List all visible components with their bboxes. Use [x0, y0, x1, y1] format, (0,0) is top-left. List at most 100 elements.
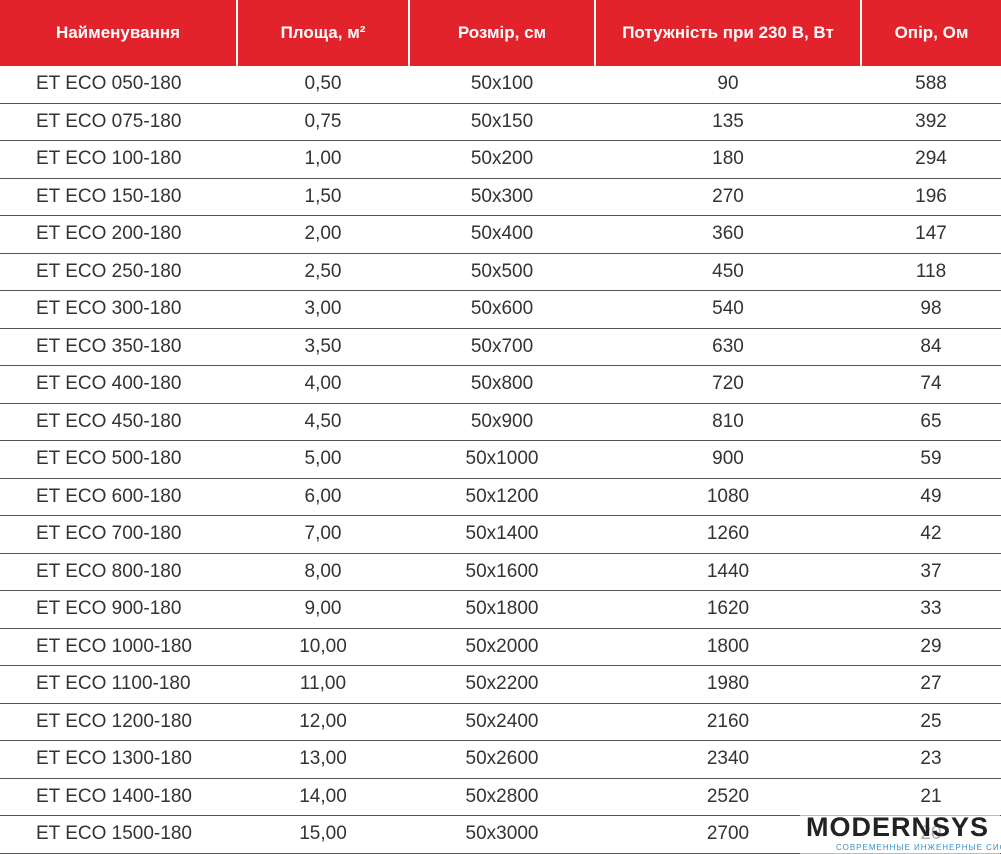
- table-cell: 1620: [595, 590, 861, 629]
- table-cell: 7,00: [237, 515, 409, 554]
- table-cell: 2160: [595, 703, 861, 741]
- table-cell: 50x700: [409, 328, 595, 366]
- table-cell: 50x300: [409, 178, 595, 216]
- table-cell: 50x600: [409, 290, 595, 329]
- table-cell: 588: [861, 66, 1001, 104]
- table-cell: 720: [595, 365, 861, 404]
- table-cell: ET ECO 300-180: [0, 290, 237, 329]
- table-cell: 196: [861, 178, 1001, 216]
- table-cell: 180: [595, 140, 861, 179]
- table-cell: ET ECO 1300-180: [0, 740, 237, 779]
- table-cell: 21: [861, 778, 1001, 816]
- table-cell: 50x1200: [409, 478, 595, 516]
- table-row: ET ECO 1100-180 11,00 50x2200 1980 27: [0, 665, 1001, 704]
- table-cell: 540: [595, 290, 861, 329]
- header-cell: Потужність при 230 В, Вт: [594, 0, 861, 66]
- table-cell: ET ECO 1500-180: [0, 815, 237, 854]
- watermark-brand: MODERNSYS: [806, 812, 990, 842]
- table-cell: 147: [861, 215, 1001, 254]
- table-row: ET ECO 1400-180 14,00 50x2800 2520 21: [0, 778, 1001, 816]
- table-row: ET ECO 300-180 3,00 50x600 540 98: [0, 290, 1001, 329]
- table-row: ET ECO 1300-180 13,00 50x2600 2340 23: [0, 740, 1001, 779]
- table-cell: 270: [595, 178, 861, 216]
- table-cell: ET ECO 450-180: [0, 403, 237, 441]
- table-cell: ET ECO 1200-180: [0, 703, 237, 741]
- header-cell: Найменування: [0, 0, 237, 66]
- header-cell: Розмір, см: [408, 0, 595, 66]
- table-cell: ET ECO 250-180: [0, 253, 237, 291]
- table-cell: 1980: [595, 665, 861, 704]
- table-cell: 98: [861, 290, 1001, 329]
- table-cell: 1,00: [237, 140, 409, 179]
- table-cell: 810: [595, 403, 861, 441]
- table-cell: 50x1400: [409, 515, 595, 554]
- table-cell: ET ECO 500-180: [0, 440, 237, 479]
- table-cell: ET ECO 200-180: [0, 215, 237, 254]
- table-row: ET ECO 800-180 8,00 50x1600 1440 37: [0, 553, 1001, 591]
- table-cell: 50x1600: [409, 553, 595, 591]
- table-cell: 0,75: [237, 103, 409, 141]
- table-cell: 49: [861, 478, 1001, 516]
- table-cell: 50x150: [409, 103, 595, 141]
- table-cell: 11,00: [237, 665, 409, 704]
- table-cell: 3,00: [237, 290, 409, 329]
- table-cell: 50x2600: [409, 740, 595, 779]
- table-cell: ET ECO 100-180: [0, 140, 237, 179]
- table-cell: 29: [861, 628, 1001, 666]
- table-cell: 25: [861, 703, 1001, 741]
- table-cell: 294: [861, 140, 1001, 179]
- table-cell: 50x500: [409, 253, 595, 291]
- table-row: ET ECO 600-180 6,00 50x1200 1080 49: [0, 478, 1001, 516]
- table-cell: 33: [861, 590, 1001, 629]
- table-cell: 50x2400: [409, 703, 595, 741]
- table-cell: 50x3000: [409, 815, 595, 854]
- table-cell: ET ECO 900-180: [0, 590, 237, 629]
- table-cell: 50x800: [409, 365, 595, 404]
- table-cell: 23: [861, 740, 1001, 779]
- table-cell: ET ECO 1000-180: [0, 628, 237, 666]
- table-cell: 2520: [595, 778, 861, 816]
- table-cell: 84: [861, 328, 1001, 366]
- table-cell: 50x2800: [409, 778, 595, 816]
- table-cell: 5,00: [237, 440, 409, 479]
- table-cell: 50x2200: [409, 665, 595, 704]
- table-cell: ET ECO 800-180: [0, 553, 237, 591]
- table-cell: 4,50: [237, 403, 409, 441]
- table-body: ET ECO 050-180 0,50 50x100 90 588 ET ECO 075-…: [0, 66, 1001, 854]
- table-cell: 65: [861, 403, 1001, 441]
- table-row: ET ECO 150-180 1,50 50x300 270 196: [0, 178, 1001, 216]
- table-cell: 50x400: [409, 215, 595, 254]
- table-cell: 42: [861, 515, 1001, 554]
- table-cell: 2,50: [237, 253, 409, 291]
- table-row: ET ECO 500-180 5,00 50x1000 900 59: [0, 440, 1001, 479]
- table-cell: ET ECO 700-180: [0, 515, 237, 554]
- table-cell: 1,50: [237, 178, 409, 216]
- table-cell: 50x200: [409, 140, 595, 179]
- table-cell: 14,00: [237, 778, 409, 816]
- table-cell: 2,00: [237, 215, 409, 254]
- table-cell: ET ECO 075-180: [0, 103, 237, 141]
- table-row: ET ECO 450-180 4,50 50x900 810 65: [0, 403, 1001, 441]
- table-cell: 50x2000: [409, 628, 595, 666]
- table-row: ET ECO 1000-180 10,00 50x2000 1800 29: [0, 628, 1001, 666]
- table-cell: ET ECO 350-180: [0, 328, 237, 366]
- table-cell: ET ECO 1400-180: [0, 778, 237, 816]
- table-cell: ET ECO 600-180: [0, 478, 237, 516]
- table-cell: 450: [595, 253, 861, 291]
- table-cell: 6,00: [237, 478, 409, 516]
- table-row: ET ECO 250-180 2,50 50x500 450 118: [0, 253, 1001, 291]
- table-cell: 50x900: [409, 403, 595, 441]
- table-cell: 1080: [595, 478, 861, 516]
- table-cell: 27: [861, 665, 1001, 704]
- table-row: ET ECO 1200-180 12,00 50x2400 2160 25: [0, 703, 1001, 741]
- table-cell: ET ECO 050-180: [0, 66, 237, 104]
- header-row: Найменування Площа, м² Розмір, см Потужніст…: [0, 0, 1001, 66]
- table-row: ET ECO 700-180 7,00 50x1400 1260 42: [0, 515, 1001, 554]
- table-cell: 360: [595, 215, 861, 254]
- table-cell: 1800: [595, 628, 861, 666]
- table-row: ET ECO 900-180 9,00 50x1800 1620 33: [0, 590, 1001, 629]
- table-cell: ET ECO 150-180: [0, 178, 237, 216]
- table-cell: 13,00: [237, 740, 409, 779]
- table-cell: 9,00: [237, 590, 409, 629]
